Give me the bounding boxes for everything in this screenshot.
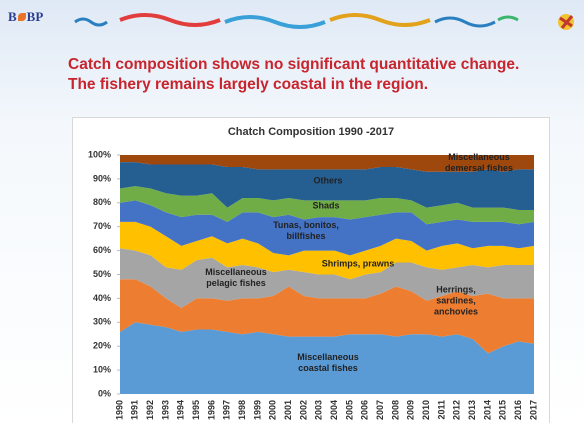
area-label: Shrimps, prawns bbox=[318, 259, 398, 270]
x-tick-label: 2011 bbox=[436, 400, 446, 420]
area-label: Tunas, bonitos, billfishes bbox=[266, 220, 346, 242]
y-tick-label: 100% bbox=[88, 149, 111, 159]
x-tick-label: 2003 bbox=[314, 400, 324, 420]
chart-title: Chatch Composition 1990 -2017 bbox=[228, 126, 394, 138]
x-tick-label: 1993 bbox=[160, 400, 170, 420]
x-tick-label: 1991 bbox=[130, 400, 140, 420]
slide: BBP Catch composition shows no significa… bbox=[0, 0, 584, 423]
x-tick-label: 1998 bbox=[237, 400, 247, 420]
x-tick-label: 1997 bbox=[222, 400, 232, 420]
y-tick-label: 50% bbox=[93, 269, 111, 279]
area-label: Others bbox=[288, 176, 368, 187]
x-tick-label: 1995 bbox=[191, 400, 201, 420]
x-tick-label: 2007 bbox=[375, 400, 385, 420]
y-tick-label: 60% bbox=[93, 245, 111, 255]
area-label: Miscellaneous pelagic fishes bbox=[196, 267, 276, 289]
y-tick-label: 30% bbox=[93, 317, 111, 327]
x-tick-label: 1990 bbox=[114, 400, 124, 420]
x-tick-label: 2005 bbox=[344, 400, 354, 420]
x-tick-label: 1999 bbox=[252, 400, 262, 420]
y-tick-label: 70% bbox=[93, 221, 111, 231]
x-tick-label: 2014 bbox=[482, 400, 492, 420]
y-tick-label: 40% bbox=[93, 293, 111, 303]
banner bbox=[0, 0, 584, 40]
x-tick-label: 2017 bbox=[528, 400, 538, 420]
x-tick-label: 1996 bbox=[206, 400, 216, 420]
area-label: Herrings, sardines, anchovies bbox=[416, 285, 496, 318]
area-label: Shads bbox=[286, 201, 366, 212]
x-tick-label: 2006 bbox=[360, 400, 370, 420]
x-tick-label: 2002 bbox=[298, 400, 308, 420]
y-tick-label: 80% bbox=[93, 197, 111, 207]
x-tick-label: 2013 bbox=[467, 400, 477, 420]
heading-line: Catch composition shows no significant q… bbox=[68, 56, 519, 74]
x-tick-label: 1992 bbox=[145, 400, 155, 420]
x-tick-label: 2008 bbox=[390, 400, 400, 420]
y-tick-label: 20% bbox=[93, 341, 111, 351]
y-tick-label: 0% bbox=[98, 388, 111, 398]
x-tick-label: 2000 bbox=[268, 400, 278, 420]
y-tick-label: 90% bbox=[93, 173, 111, 183]
x-tick-label: 2015 bbox=[498, 400, 508, 420]
area-label: Miscellaneous coastal fishes bbox=[288, 352, 368, 374]
x-tick-label: 2009 bbox=[406, 400, 416, 420]
heading-line: The fishery remains largely coastal in t… bbox=[68, 76, 428, 94]
x-tick-label: 2004 bbox=[329, 400, 339, 420]
x-tick-label: 1994 bbox=[176, 400, 186, 420]
x-tick-label: 2016 bbox=[513, 400, 523, 420]
x-tick-label: 2012 bbox=[452, 400, 462, 420]
y-tick-label: 10% bbox=[93, 364, 111, 374]
x-tick-label: 2010 bbox=[421, 400, 431, 420]
area-label: Miscellaneous demersal fishes bbox=[439, 152, 519, 174]
chart: Chatch Composition 1990 -2017 0% 10% 20% 30… bbox=[72, 117, 550, 423]
x-tick-label: 2001 bbox=[283, 400, 293, 420]
